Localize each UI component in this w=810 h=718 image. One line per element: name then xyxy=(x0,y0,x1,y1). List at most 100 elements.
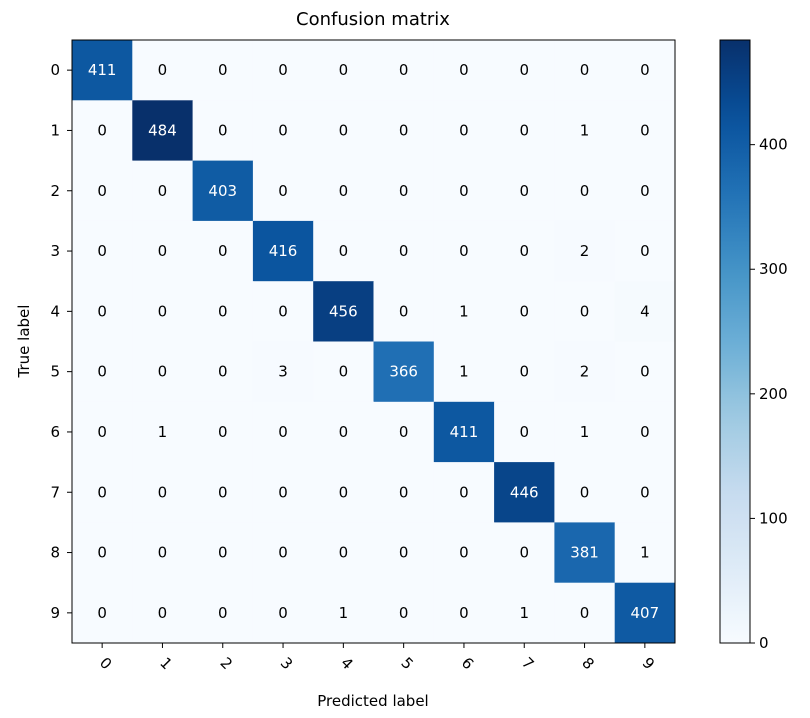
heatmap-cell xyxy=(192,220,254,282)
heatmap-cell xyxy=(313,522,374,584)
heatmap-cell xyxy=(313,462,374,523)
cell-value-label: 0 xyxy=(218,604,228,622)
heatmap-cell xyxy=(554,220,616,282)
heatmap-cell xyxy=(554,40,616,101)
heatmap-cell xyxy=(433,401,495,463)
heatmap-cell xyxy=(252,522,314,584)
heatmap-cell xyxy=(554,160,616,222)
heatmap-cell xyxy=(192,522,254,584)
heatmap-cell xyxy=(554,522,616,584)
heatmap-cell xyxy=(373,100,435,162)
cell-value-label: 1 xyxy=(580,423,590,441)
heatmap-cell xyxy=(373,40,435,101)
cell-value-label: 0 xyxy=(459,121,469,139)
cell-value-label: 1 xyxy=(580,121,590,139)
heatmap-cell xyxy=(494,341,555,403)
cell-value-label: 0 xyxy=(218,423,228,441)
heatmap-cell xyxy=(192,582,254,644)
cell-value-label: 0 xyxy=(158,182,168,200)
cell-value-label: 0 xyxy=(97,121,107,139)
heatmap-cell xyxy=(72,462,133,523)
cell-value-label: 0 xyxy=(640,121,650,139)
heatmap-cell xyxy=(554,281,616,342)
heatmap-cell xyxy=(494,40,555,101)
y-tick-label: 4 xyxy=(50,302,60,320)
cell-value-label: 0 xyxy=(218,61,228,79)
cell-value-label: 0 xyxy=(158,61,168,79)
cell-value-label: 484 xyxy=(148,121,177,139)
y-axis-ticks: 0 1 2 3 4 5 6 7 8 9 xyxy=(50,61,72,622)
cell-value-label: 0 xyxy=(580,61,590,79)
y-axis-label: True label xyxy=(15,305,33,379)
colorbar-tick-label: 400 xyxy=(759,136,788,154)
cell-value-label: 0 xyxy=(519,544,529,562)
heatmap-cell xyxy=(494,281,555,342)
cell-value-label: 446 xyxy=(510,483,539,501)
cell-value-label: 366 xyxy=(389,363,418,381)
cell-value-label: 0 xyxy=(278,182,288,200)
cell-value-label: 0 xyxy=(399,483,409,501)
cell-value-label: 0 xyxy=(640,423,650,441)
heatmap-cell xyxy=(252,220,314,282)
cell-value-label: 0 xyxy=(519,121,529,139)
y-tick-label: 6 xyxy=(50,423,60,441)
heatmap-cells xyxy=(72,40,676,644)
cell-value-label: 4 xyxy=(640,302,650,320)
heatmap-cell xyxy=(433,522,495,584)
cell-value-label: 0 xyxy=(519,61,529,79)
heatmap-cell xyxy=(554,582,616,644)
chart-title: Confusion matrix xyxy=(296,9,450,30)
plot-frame xyxy=(71,39,676,644)
cell-value-label: 2 xyxy=(580,363,590,381)
heatmap-cell xyxy=(614,522,676,584)
heatmap-cell xyxy=(72,522,133,584)
heatmap-cell xyxy=(373,341,435,403)
cell-value-label: 0 xyxy=(519,182,529,200)
cell-value-label: 0 xyxy=(97,483,107,501)
heatmap-cell xyxy=(494,220,555,282)
heatmap-cell xyxy=(494,100,555,162)
heatmap-cell xyxy=(132,100,194,162)
heatmap-cell xyxy=(252,341,314,403)
heatmap-cell xyxy=(192,281,254,342)
cell-value-label: 0 xyxy=(459,544,469,562)
heatmap-cell xyxy=(192,160,254,222)
heatmap-cell xyxy=(72,40,133,101)
cell-value-label: 3 xyxy=(278,363,288,381)
cell-value-label: 0 xyxy=(399,61,409,79)
heatmap-cell xyxy=(614,582,676,644)
cell-value-label: 0 xyxy=(580,604,590,622)
cell-value-label: 0 xyxy=(339,363,349,381)
heatmap-cell xyxy=(554,462,616,523)
cell-value-label: 0 xyxy=(459,242,469,260)
x-tick-label: 2 xyxy=(217,654,236,673)
heatmap-cell xyxy=(494,582,555,644)
cell-value-label: 0 xyxy=(158,604,168,622)
heatmap-cell xyxy=(252,281,314,342)
heatmap-cell xyxy=(433,40,495,101)
cell-value-label: 1 xyxy=(640,544,650,562)
heatmap-cell xyxy=(433,462,495,523)
cell-value-label: 2 xyxy=(580,242,590,260)
cell-value-label: 0 xyxy=(278,121,288,139)
heatmap-cell xyxy=(192,341,254,403)
cell-value-label: 0 xyxy=(218,302,228,320)
cell-value-label: 0 xyxy=(278,302,288,320)
heatmap-cell xyxy=(72,160,133,222)
colorbar-tick-label: 0 xyxy=(759,634,769,652)
cell-value-label: 0 xyxy=(278,604,288,622)
heatmap-cell xyxy=(132,220,194,282)
y-tick-label: 8 xyxy=(50,544,60,562)
cell-value-label: 0 xyxy=(399,182,409,200)
heatmap-cell xyxy=(132,160,194,222)
heatmap-cell xyxy=(614,341,676,403)
cell-value-label: 0 xyxy=(158,483,168,501)
cell-value-label: 0 xyxy=(640,182,650,200)
x-tick-label: 7 xyxy=(518,654,537,673)
heatmap-cell xyxy=(313,401,374,463)
colorbar-tick-label: 200 xyxy=(759,385,788,403)
cell-value-label: 0 xyxy=(218,242,228,260)
heatmap-cell xyxy=(614,281,676,342)
y-tick-label: 0 xyxy=(50,61,60,79)
